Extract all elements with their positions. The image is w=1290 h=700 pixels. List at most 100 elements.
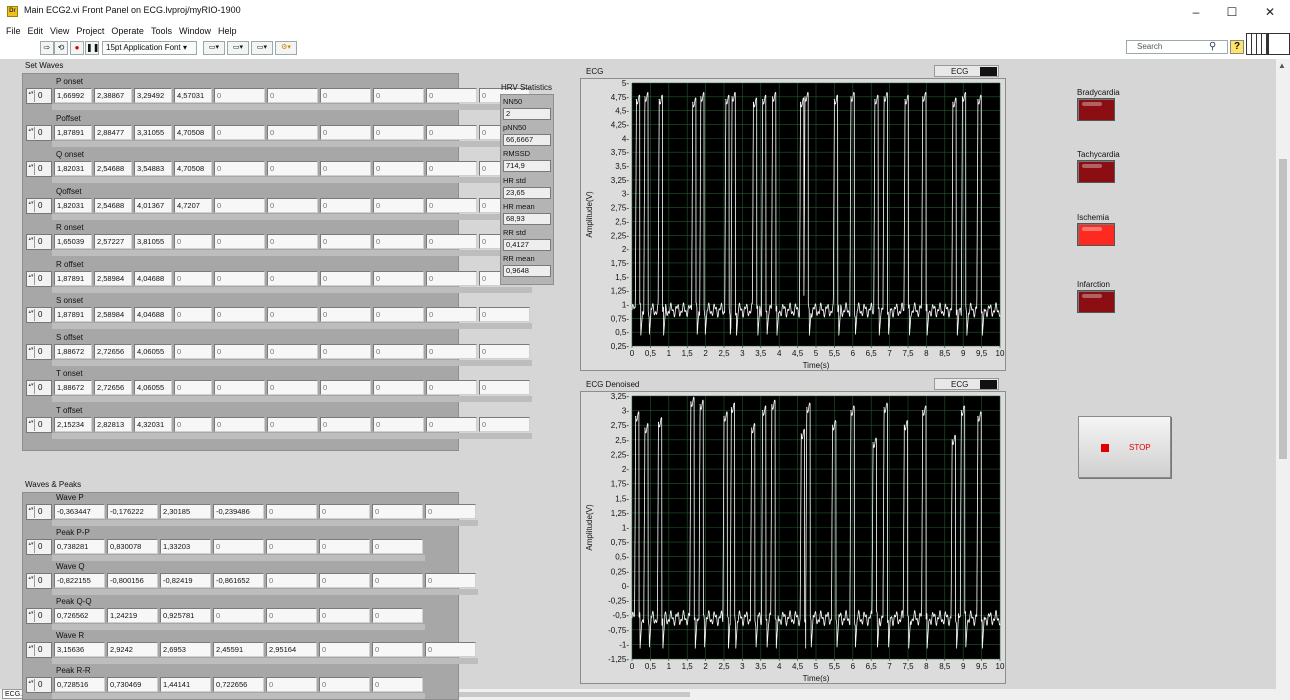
array-index-control[interactable]: ▴▾ 0 <box>26 380 52 396</box>
array-element[interactable]: 0 <box>174 416 212 432</box>
array-element[interactable]: 2,54688 <box>94 197 132 213</box>
array-element[interactable]: -0,822155 <box>54 573 105 588</box>
array-element[interactable]: 0 <box>373 380 424 395</box>
array-element[interactable]: 4,32031 <box>134 416 172 432</box>
index-spinner-icon[interactable]: ▴▾ <box>28 90 35 102</box>
plot-legend[interactable]: ECG <box>934 378 999 390</box>
array-element[interactable]: 0 <box>373 270 424 286</box>
menu-tools[interactable]: Tools <box>150 26 172 36</box>
array-index-value[interactable]: 0 <box>38 127 43 137</box>
array-element[interactable]: 0 <box>319 642 370 657</box>
plot-legend[interactable]: ECG <box>934 65 999 77</box>
array-element[interactable]: 0 <box>373 161 424 176</box>
array-element[interactable]: 1,88672 <box>54 380 92 395</box>
array-element[interactable]: 0 <box>372 676 423 692</box>
array-element[interactable]: 0 <box>267 197 318 213</box>
array-index-value[interactable]: 0 <box>38 541 43 551</box>
array-element[interactable]: 0 <box>320 124 371 140</box>
array-element[interactable]: 4,06055 <box>134 343 172 359</box>
array-element[interactable]: 1,87891 <box>54 307 92 322</box>
array-element[interactable]: 0 <box>214 197 265 213</box>
array-element[interactable]: 0 <box>479 416 530 432</box>
array-element[interactable]: 0 <box>425 642 476 657</box>
array-element[interactable]: 0 <box>267 124 318 140</box>
array-index-control[interactable]: ▴▾ 0 <box>26 343 52 360</box>
array-element[interactable]: 0 <box>267 88 318 103</box>
array-element[interactable]: 0 <box>373 343 424 359</box>
array-element[interactable]: 0 <box>267 343 318 359</box>
array-element[interactable]: 4,7207 <box>174 197 212 213</box>
array-element[interactable]: 0 <box>426 416 477 432</box>
index-spinner-icon[interactable]: ▴▾ <box>28 199 35 212</box>
run-continuously-icon[interactable]: ⟲ <box>54 41 68 55</box>
array-element[interactable]: 0,738281 <box>54 538 105 554</box>
array-element[interactable]: 0 <box>214 161 265 176</box>
array-element[interactable]: 0 <box>174 270 212 286</box>
search-icon[interactable]: ⚲ <box>1209 41 1217 52</box>
array-element[interactable]: 2,58984 <box>94 307 132 322</box>
array-element[interactable]: 0 <box>479 307 530 322</box>
array-element[interactable]: 0 <box>267 234 318 249</box>
array-element[interactable]: 0 <box>174 307 212 322</box>
array-element[interactable]: -0,82419 <box>160 573 211 588</box>
array-element[interactable]: 1,65039 <box>54 234 92 249</box>
array-element[interactable]: 1,87891 <box>54 124 92 140</box>
menu-operate[interactable]: Operate <box>111 26 144 36</box>
array-element[interactable]: 1,33203 <box>160 538 211 554</box>
array-index-control[interactable]: ▴▾ 0 <box>26 538 52 555</box>
waveform-chart[interactable]: 0 0,5 1 1,5 2 2,5 3 3,5 4 4,5 5 5,5 6 6,5 7 7,5 8 8,5 9 9,5… <box>580 391 1006 684</box>
array-element[interactable]: 0 <box>426 380 477 395</box>
menu-file[interactable]: File <box>6 26 21 36</box>
array-element[interactable]: 0 <box>372 504 423 519</box>
array-element[interactable]: 2,38867 <box>94 88 132 103</box>
array-index-value[interactable]: 0 <box>38 383 43 392</box>
array-element[interactable]: 0 <box>372 538 423 554</box>
array-element[interactable]: 0 <box>373 416 424 432</box>
array-element[interactable]: 2,58984 <box>94 270 132 286</box>
array-element[interactable]: 4,70508 <box>174 161 212 176</box>
array-element[interactable]: 0 <box>214 234 265 249</box>
array-element[interactable]: 1,88672 <box>54 343 92 359</box>
array-index-control[interactable]: ▴▾ 0 <box>26 504 52 520</box>
array-element[interactable]: 1,44141 <box>160 676 211 692</box>
context-help-icon[interactable]: ? <box>1230 40 1244 54</box>
array-element[interactable]: 0 <box>267 307 318 322</box>
index-spinner-icon[interactable]: ▴▾ <box>28 382 35 394</box>
menu-edit[interactable]: Edit <box>27 26 44 36</box>
legend-plot-swatch-icon[interactable] <box>980 380 997 389</box>
index-spinner-icon[interactable]: ▴▾ <box>28 236 35 248</box>
minimize-button[interactable]: – <box>1192 5 1200 19</box>
array-element[interactable]: 2,9242 <box>107 642 158 657</box>
array-element[interactable]: 0 <box>320 161 371 176</box>
array-element[interactable]: 0,722656 <box>213 676 264 692</box>
array-index-value[interactable]: 0 <box>38 507 43 516</box>
array-element[interactable]: 2,6953 <box>160 642 211 657</box>
index-spinner-icon[interactable]: ▴▾ <box>28 678 35 691</box>
array-element[interactable]: 0 <box>373 197 424 213</box>
array-element[interactable]: 4,04688 <box>134 307 172 322</box>
array-index-control[interactable]: ▴▾ 0 <box>26 676 52 693</box>
array-element[interactable]: 1,87891 <box>54 270 92 286</box>
array-element[interactable]: 0,728516 <box>54 676 105 692</box>
array-element[interactable]: 0 <box>214 270 265 286</box>
array-element[interactable]: 0 <box>174 343 212 359</box>
array-index-value[interactable]: 0 <box>38 679 43 689</box>
array-element[interactable]: 0 <box>267 270 318 286</box>
array-index-value[interactable]: 0 <box>38 419 43 429</box>
pause-icon[interactable]: ❚❚ <box>85 41 99 55</box>
array-element[interactable]: 3,15636 <box>54 642 105 657</box>
array-element[interactable]: 0,726562 <box>54 607 105 623</box>
array-index-control[interactable]: ▴▾ 0 <box>26 416 52 433</box>
index-spinner-icon[interactable]: ▴▾ <box>28 309 35 321</box>
array-element[interactable]: 0 <box>214 416 265 432</box>
search-input[interactable]: Search <box>1126 40 1228 54</box>
array-element[interactable]: 0 <box>426 343 477 359</box>
array-element[interactable]: 3,81055 <box>134 234 172 249</box>
array-element[interactable]: -0,176222 <box>107 504 158 519</box>
array-index-control[interactable]: ▴▾ 0 <box>26 307 52 323</box>
array-element[interactable]: 4,70508 <box>174 124 212 140</box>
array-index-value[interactable]: 0 <box>38 610 43 620</box>
array-element[interactable]: 0 <box>266 504 317 519</box>
array-element[interactable]: -0,363447 <box>54 504 105 519</box>
vertical-scrollbar[interactable]: ▲ <box>1276 59 1290 689</box>
